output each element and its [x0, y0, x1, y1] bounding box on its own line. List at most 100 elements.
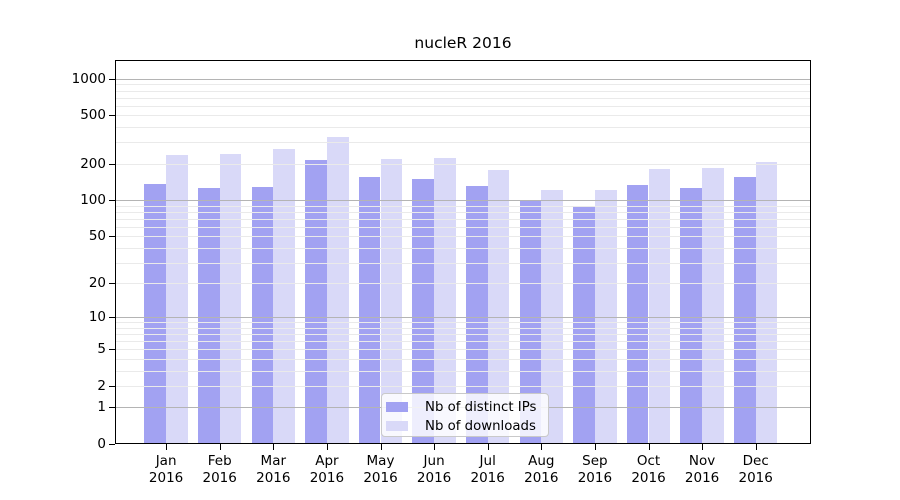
x-tick-label: Jun 2016: [416, 453, 452, 486]
gridline-minor: [115, 90, 811, 92]
bar-downloads-jan: [166, 154, 188, 444]
x-axis-tick: [594, 444, 596, 450]
x-axis-tick: [541, 444, 543, 450]
y-axis-tick: [109, 78, 115, 80]
x-tick-label: Nov 2016: [684, 453, 720, 486]
x-axis-tick: [219, 444, 221, 450]
gridline-minor: [115, 218, 811, 220]
x-axis-tick: [755, 444, 757, 450]
legend-swatch-distinct-ips-icon: [386, 402, 408, 412]
gridline-minor: [115, 370, 811, 372]
bar-downloads-dec: [755, 161, 778, 444]
y-tick-label: 200: [80, 155, 106, 172]
gridline-minor: [115, 127, 811, 129]
x-axis-tick: [434, 444, 436, 450]
gridline-minor: [115, 97, 811, 99]
bar-downloads-feb: [219, 153, 242, 444]
bar-downloads-apr: [326, 136, 349, 444]
x-tick-label: Mar 2016: [256, 453, 291, 486]
y-tick-label: 10: [88, 309, 106, 326]
gridline-minor: [115, 262, 811, 264]
bar-distinct-ips-may: [358, 177, 381, 444]
x-tick-label: Apr 2016: [309, 453, 345, 486]
gridline-minor: [115, 341, 811, 343]
gridline-minor: [115, 283, 811, 285]
x-axis-tick: [326, 444, 328, 450]
bar-distinct-ips-jun: [412, 179, 435, 444]
legend-item-distinct-ips: Nb of distinct IPs: [386, 398, 548, 416]
gridline-minor: [115, 211, 811, 213]
y-axis-tick: [109, 163, 115, 165]
gridline-minor: [115, 334, 811, 336]
gridline-major: [115, 78, 811, 80]
bar-downloads-nov: [702, 168, 724, 444]
gridline-minor: [115, 115, 811, 117]
gridline-minor: [115, 327, 811, 329]
legend-swatch-downloads-icon: [386, 421, 408, 431]
y-axis-tick: [109, 349, 115, 351]
x-axis-tick: [702, 444, 704, 450]
y-tick-label: 500: [80, 107, 106, 124]
bar-distinct-ips-dec: [733, 177, 756, 444]
legend-item-downloads: Nb of downloads: [386, 417, 548, 435]
x-tick-label: May 2016: [363, 453, 398, 486]
y-tick-label: 2: [97, 377, 106, 394]
x-tick-label: Feb 2016: [202, 453, 237, 486]
x-tick-label: Aug 2016: [524, 453, 559, 486]
y-tick-label: 0: [97, 436, 106, 452]
bar-downloads-mar: [273, 148, 296, 444]
bar-distinct-ips-jul: [465, 185, 488, 444]
x-tick-label: Oct 2016: [631, 453, 666, 486]
x-axis-tick: [273, 444, 275, 450]
gridline-minor: [115, 142, 811, 144]
bar-downloads-jun: [434, 157, 456, 444]
bar-distinct-ips-aug: [519, 200, 542, 444]
y-tick-label: 20: [88, 275, 106, 292]
y-tick-label: 1000: [71, 70, 106, 87]
y-axis-tick: [109, 236, 115, 238]
x-axis-tick: [648, 444, 650, 450]
x-tick-label: Jul 2016: [470, 453, 505, 486]
x-axis-tick: [166, 444, 168, 450]
bar-downloads-aug: [541, 189, 564, 444]
bar-distinct-ips-sep: [573, 206, 595, 444]
gridline-minor: [115, 226, 811, 228]
bar-downloads-oct: [648, 169, 671, 444]
y-axis-tick: [109, 444, 115, 445]
gridline-minor: [115, 163, 811, 165]
x-axis-tick: [487, 444, 489, 450]
legend: Nb of distinct IPs Nb of downloads: [381, 393, 549, 437]
x-axis-tick: [380, 444, 382, 450]
gridline-major: [115, 200, 811, 202]
plot-area: [115, 60, 811, 444]
x-tick-label: Dec 2016: [738, 453, 773, 486]
bar-downloads-may: [380, 159, 403, 444]
bar-distinct-ips-jan: [144, 184, 167, 444]
y-tick-label: 50: [88, 228, 106, 245]
y-axis-tick: [109, 317, 115, 319]
gridline-major: [115, 317, 811, 319]
legend-label-downloads: Nb of downloads: [425, 418, 536, 434]
bar-distinct-ips-mar: [251, 187, 274, 444]
y-tick-label: 100: [80, 192, 106, 209]
gridline-minor: [115, 105, 811, 107]
gridline-minor: [115, 84, 811, 86]
y-axis-tick: [109, 200, 115, 202]
y-tick-label: 1: [97, 399, 106, 416]
gridline-minor: [115, 385, 811, 387]
gridline-minor: [115, 236, 811, 238]
bar-downloads-sep: [594, 189, 617, 444]
y-axis-tick: [109, 407, 115, 409]
y-axis-tick: [109, 283, 115, 285]
x-tick-label: Jan 2016: [148, 453, 184, 486]
bar-distinct-ips-apr: [305, 160, 327, 444]
gridline-minor: [115, 358, 811, 360]
y-tick-label: 5: [97, 341, 106, 358]
gridline-minor: [115, 349, 811, 351]
x-tick-label: Sep 2016: [577, 453, 613, 486]
bar-distinct-ips-feb: [197, 188, 220, 444]
gridline-minor: [115, 247, 811, 249]
chart-title: nucleR 2016: [414, 34, 512, 52]
legend-label-distinct-ips: Nb of distinct IPs: [425, 399, 537, 415]
